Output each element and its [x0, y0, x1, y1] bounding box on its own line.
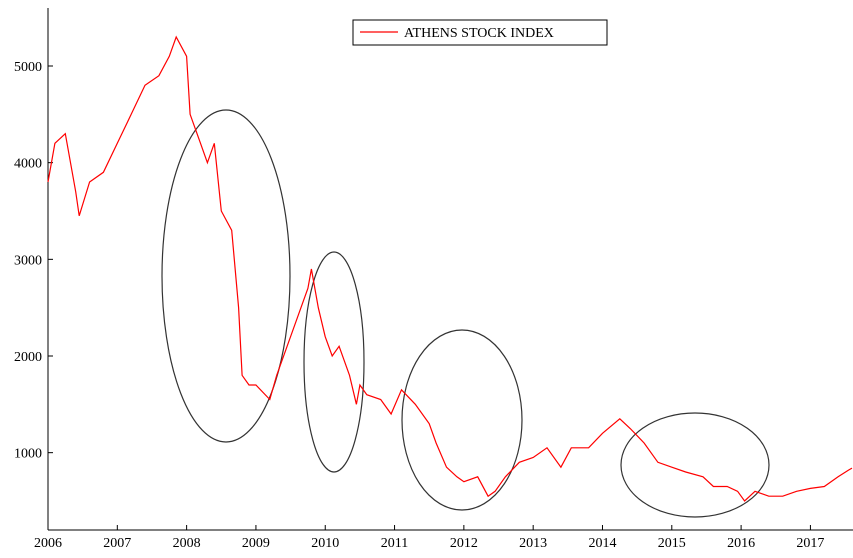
- ellipse: [303, 251, 365, 473]
- ellipse: [620, 412, 770, 518]
- ellipse: [401, 329, 523, 511]
- annotation-ellipses: [161, 109, 770, 518]
- data-line: [47, 35, 853, 502]
- x-tick-label: 2008: [173, 536, 201, 551]
- legend: ATHENS STOCK INDEX: [352, 19, 608, 46]
- x-tick-label: 2006: [34, 536, 62, 551]
- y-tick-label: 1000: [14, 447, 42, 462]
- x-tick-label: 2015: [658, 536, 686, 551]
- x-tick-label: 2013: [519, 536, 547, 551]
- legend-label: ATHENS STOCK INDEX: [404, 26, 554, 41]
- y-tick-label: 5000: [14, 60, 42, 75]
- x-tick-label: 2012: [450, 536, 478, 551]
- x-tick-label: 2007: [103, 536, 131, 551]
- x-tick-label: 2014: [588, 536, 616, 551]
- y-tick-label: 3000: [14, 253, 42, 268]
- y-tick-label: 4000: [14, 157, 42, 172]
- y-tick-label: 2000: [14, 350, 42, 365]
- x-tick-label: 2011: [381, 536, 408, 551]
- x-tick-label: 2017: [796, 536, 824, 551]
- x-tick-label: 2009: [242, 536, 270, 551]
- ellipse: [161, 109, 291, 443]
- x-tick-label: 2016: [727, 536, 755, 551]
- x-tick-label: 2010: [311, 536, 339, 551]
